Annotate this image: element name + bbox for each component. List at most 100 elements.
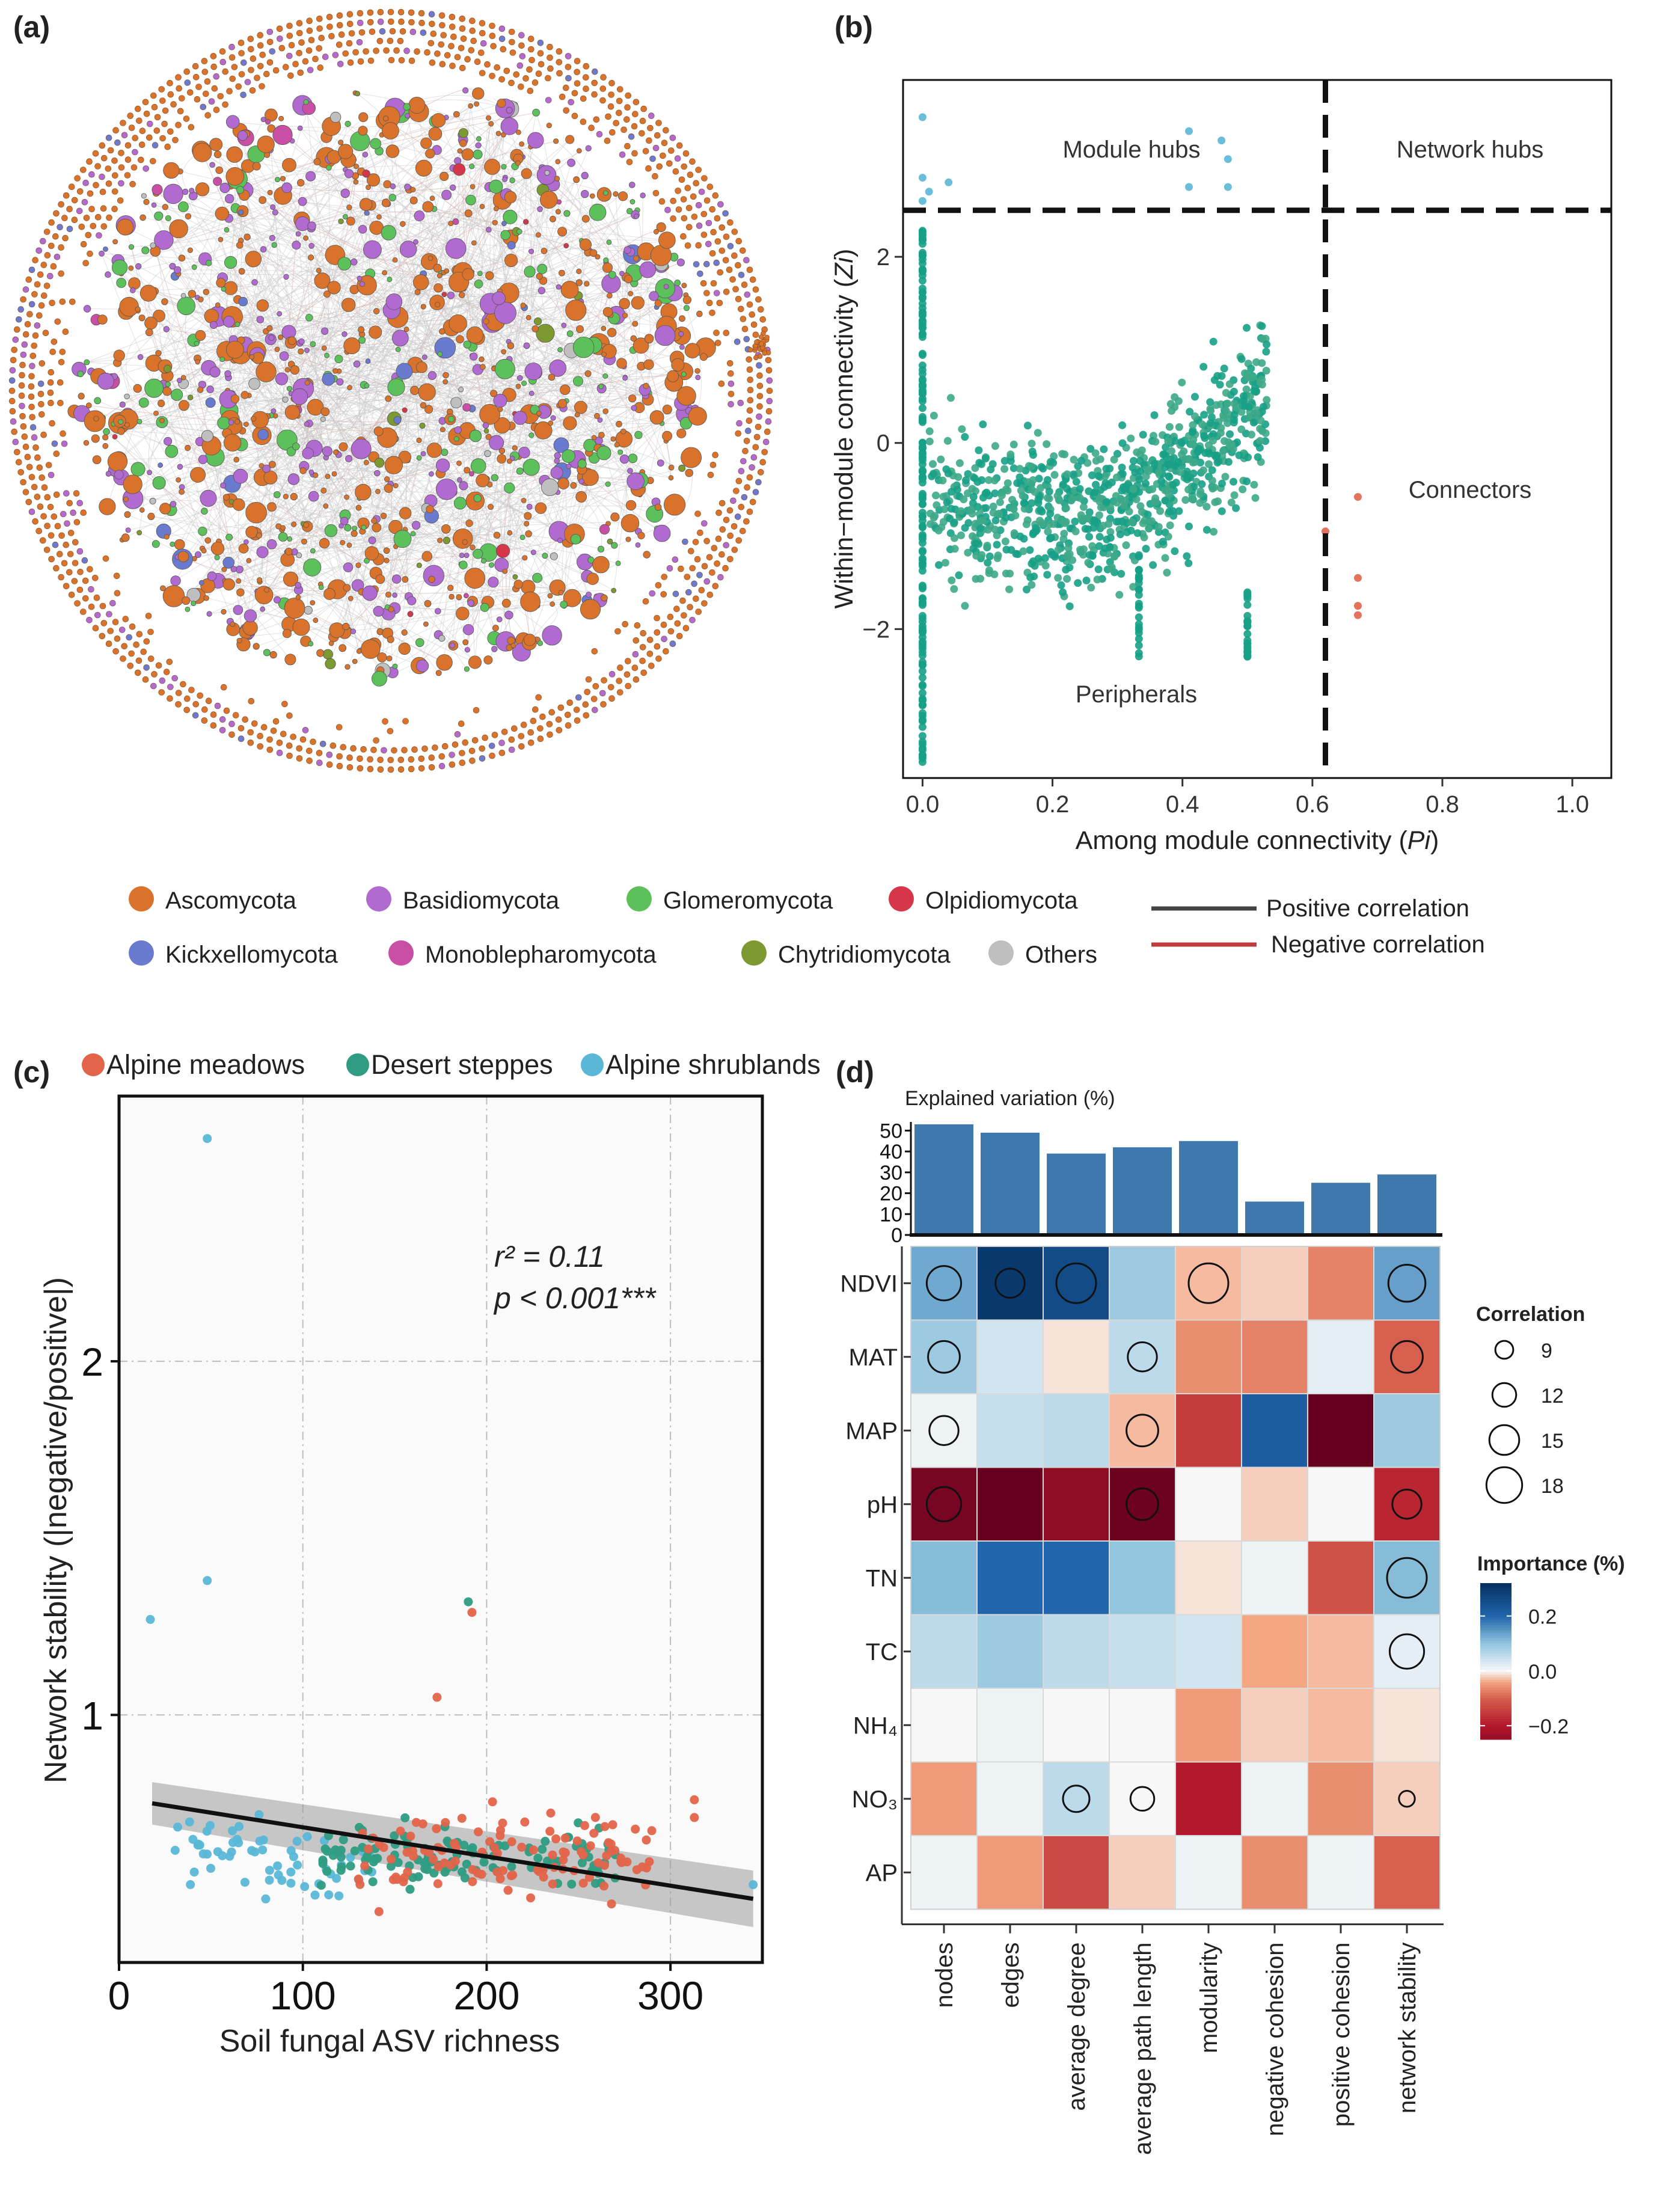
- peripheral-point: [944, 469, 952, 477]
- network-node: [584, 370, 592, 378]
- isolated-node: [645, 165, 652, 172]
- network-node: [493, 532, 501, 539]
- heatmap-cell: [1043, 1393, 1110, 1468]
- isolated-node: [278, 44, 286, 52]
- network-node: [519, 535, 525, 541]
- isolated-node: [155, 662, 162, 669]
- peripheral-point: [1070, 456, 1078, 464]
- network-node: [663, 284, 669, 290]
- positive-edge: [418, 215, 530, 507]
- isolated-node: [489, 32, 496, 40]
- isolated-node: [727, 243, 734, 250]
- isolated-node: [695, 201, 702, 209]
- isolated-node: [526, 66, 533, 73]
- network-node: [350, 628, 357, 634]
- alpine-shrubland-point: [258, 1845, 268, 1855]
- isolated-node: [244, 79, 251, 85]
- network-node: [537, 640, 544, 646]
- network-node: [290, 492, 298, 501]
- network-node: [205, 397, 216, 408]
- peripheral-point: [1171, 393, 1179, 401]
- isolated-node: [87, 190, 94, 197]
- peripheral-point: [1054, 574, 1062, 582]
- isolated-node: [648, 112, 655, 119]
- isolated-node: [263, 70, 270, 78]
- peripheral-point: [1171, 437, 1179, 445]
- isolated-node: [61, 440, 68, 447]
- isolated-node: [756, 413, 762, 420]
- network-node: [528, 432, 534, 438]
- peripheral-point: [1060, 530, 1068, 538]
- network-node: [216, 278, 226, 288]
- isolated-node: [691, 580, 697, 587]
- isolated-node: [113, 572, 120, 580]
- isolated-node: [705, 241, 712, 248]
- network-node: [554, 452, 562, 459]
- peripheral-point: [1050, 471, 1059, 479]
- network-node: [320, 488, 327, 494]
- isolated-node: [752, 286, 759, 293]
- peripheral-point: [1077, 511, 1085, 519]
- network-node: [361, 639, 381, 659]
- peripheral-point: [1189, 428, 1196, 437]
- network-node: [506, 106, 513, 114]
- isolated-node: [99, 602, 106, 610]
- network-node: [623, 246, 631, 254]
- peripheral-point: [1065, 550, 1074, 558]
- isolated-node: [727, 370, 734, 377]
- isolated-node: [616, 97, 623, 105]
- network-node: [681, 447, 702, 468]
- correlation-legend-circle: [1494, 1340, 1515, 1360]
- isolated-node: [306, 758, 313, 764]
- isolated-node: [59, 298, 66, 305]
- alpine-meadow-point: [495, 1831, 505, 1840]
- row-label: MAP: [845, 1418, 898, 1444]
- isolated-node: [147, 120, 153, 127]
- positive-edge: [206, 218, 586, 599]
- isolated-node: [87, 566, 93, 573]
- isolated-node: [96, 232, 102, 239]
- network-node: [223, 434, 242, 452]
- peripheral-point: [1028, 462, 1036, 471]
- network-node: [480, 602, 489, 612]
- alpine-meadow-point: [600, 1861, 609, 1870]
- peripheral-point: [930, 411, 938, 420]
- network-node: [453, 111, 460, 118]
- alpine-meadow-point: [599, 1881, 609, 1891]
- peripheral-point: [1135, 635, 1143, 643]
- network-node: [308, 242, 314, 249]
- network-node: [473, 548, 483, 559]
- isolated-node: [37, 390, 44, 397]
- isolated-node: [409, 28, 417, 35]
- heatmap-cell: [1241, 1614, 1308, 1689]
- peripheral-point: [950, 585, 958, 593]
- network-node: [366, 185, 371, 191]
- isolated-node: [738, 468, 745, 474]
- isolated-node: [347, 59, 354, 66]
- isolated-node: [287, 72, 294, 79]
- network-node: [97, 314, 108, 325]
- isolated-node: [107, 147, 114, 154]
- isolated-node: [608, 695, 615, 702]
- network-node: [296, 552, 302, 559]
- isolated-node: [391, 747, 397, 754]
- legend-swatch-glomeromycota: [626, 886, 652, 911]
- network-node: [495, 358, 515, 379]
- isolated-node: [204, 112, 212, 119]
- alpine-shrubland-point: [265, 1866, 274, 1875]
- network-node: [491, 474, 498, 482]
- peripheral-point: [1006, 569, 1014, 578]
- isolated-node: [237, 40, 245, 46]
- peripheral-point: [991, 516, 1000, 525]
- peripheral-point: [1219, 414, 1228, 422]
- peripheral-point: [1229, 445, 1237, 453]
- isolated-node: [527, 740, 534, 746]
- network-node: [147, 470, 153, 476]
- panel-label-a: (a): [13, 10, 50, 44]
- peripheral-point: [1148, 517, 1156, 525]
- isolated-node: [698, 188, 705, 195]
- network-node: [307, 221, 316, 231]
- heatmap-cell: [1307, 1761, 1374, 1836]
- network-node: [369, 325, 382, 339]
